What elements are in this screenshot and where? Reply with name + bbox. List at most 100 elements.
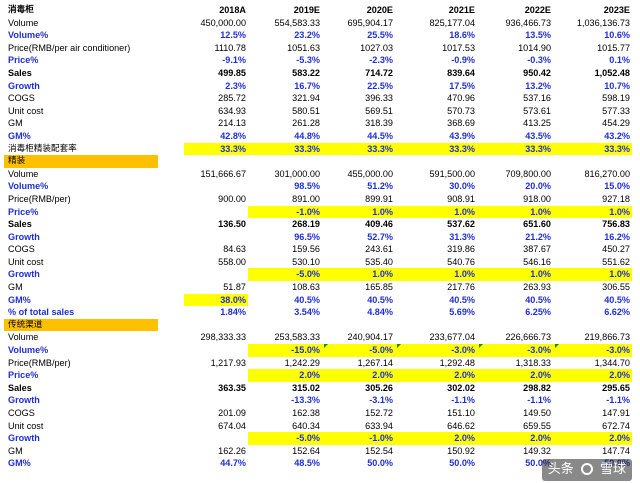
- row-label: Volume: [8, 332, 39, 343]
- table-row: Price(RMB/per) 1,217.93 1,242.29 1,267.14 1,…: [4, 357, 636, 370]
- cell-value: 295.65: [602, 382, 630, 393]
- cell-value: 554,583.33: [274, 17, 320, 28]
- row-label: 消毒柜精装配套率: [8, 143, 77, 154]
- cell-value: 44.5%: [367, 130, 393, 141]
- table-row: Price% -1.0% 1.0% 1.0% 1.0% 1.0%: [4, 205, 636, 219]
- cell-value: 147.74: [602, 445, 630, 456]
- table-row: Growth -13.3% -3.1% -1.1% -1.1% -1.1%: [4, 394, 636, 407]
- table-row: Growth 2.3% 16.7% 22.5% 17.5% 13.2% 10.7%: [4, 80, 636, 93]
- cell-value: 150.92: [447, 445, 475, 456]
- cell-value: 825,177.04: [429, 17, 475, 28]
- table-row: Price% 2.0% 2.0% 2.0% 2.0% 2.0%: [4, 369, 636, 382]
- cell-value: [477, 319, 553, 332]
- cell-value: 0.1%: [609, 55, 630, 66]
- row-label: Unit cost: [8, 105, 44, 116]
- cell-value: 152.72: [365, 408, 393, 418]
- cell-value: 2.0%: [477, 432, 553, 445]
- cell-value: 2.0%: [395, 432, 477, 445]
- cell-value: 147.91: [602, 408, 630, 418]
- cell-value: 577.33: [602, 105, 630, 116]
- cell-value: [553, 155, 632, 168]
- table-row: COGS 201.09 162.38 152.72 151.10 149.50 147.91: [4, 407, 636, 420]
- table-row: Volume 298,333.33 253,583.33 240,904.17 233,…: [4, 331, 636, 344]
- section-label: 精装: [4, 155, 158, 168]
- cell-value: 253,583.33: [274, 332, 320, 343]
- table-row: Volume% -15.0% -5.0% -3.0% -3.0% -3.0%: [4, 344, 636, 357]
- cell-value: 305.26: [365, 382, 393, 393]
- cell-value: 40.5%: [367, 294, 393, 305]
- table-row: GM 162.26 152.64 152.54 150.92 149.32 147.74: [4, 445, 636, 458]
- table-row: % of total sales 1.84% 3.54% 4.84% 5.69% 6.25…: [4, 306, 636, 319]
- row-label: GM: [8, 282, 23, 293]
- cell-value: -3.1%: [369, 395, 393, 406]
- table-row: Unit cost 674.04 640.34 633.94 646.62 659.55 6…: [4, 420, 636, 433]
- cell-value: -9.1%: [222, 55, 246, 66]
- cell-value: 48.5%: [294, 458, 320, 469]
- row-label: Volume%: [8, 345, 49, 356]
- cell-value: 1.0%: [322, 205, 395, 219]
- table-row: Growth -5.0% 1.0% 1.0% 1.0% 1.0%: [4, 268, 636, 282]
- cell-value: 450.27: [602, 244, 630, 255]
- cell-value: -15.0%: [248, 344, 322, 357]
- cell-value: [184, 180, 248, 193]
- cell-value: -3.0%: [553, 344, 632, 357]
- cell-value: [184, 319, 248, 332]
- cell-value: [477, 155, 553, 168]
- cell-value: 4.84%: [367, 307, 393, 318]
- spreadsheet: 消毒柜 2018A 2019E 2020E 2021E 2022E 2023E …: [4, 4, 636, 470]
- cell-value: 1,318.33: [515, 357, 551, 368]
- year-header: 2023E: [603, 5, 630, 15]
- cell-value: 1027.03: [360, 42, 393, 53]
- cell-value: [322, 155, 395, 168]
- cell-value: 43.5%: [525, 130, 551, 141]
- row-label: Sales: [8, 67, 32, 78]
- cell-value: 573.61: [523, 105, 551, 116]
- cell-value: 1,036,136.73: [576, 17, 630, 28]
- row-label: Growth: [8, 80, 40, 91]
- cell-value: 301,000.00: [274, 168, 320, 179]
- table-row: Unit cost 558.00 530.10 535.40 540.76 546.16 5…: [4, 256, 636, 269]
- cell-value: 537.62: [447, 219, 475, 230]
- cell-value: -1.0%: [322, 432, 395, 445]
- cell-value: 570.73: [447, 105, 475, 116]
- cell-value: -1.1%: [606, 395, 630, 406]
- cell-value: 583.22: [292, 67, 320, 78]
- cell-value: 298.82: [523, 382, 551, 393]
- cell-value: 318.39: [365, 118, 393, 129]
- cell-value: 591,500.00: [429, 168, 475, 179]
- cell-value: 899.91: [365, 193, 393, 204]
- cell-value: 1.0%: [395, 205, 477, 219]
- table-row: Sales 363.35 315.02 305.26 302.02 298.82 295.6…: [4, 382, 636, 395]
- cell-value: 1,267.14: [357, 357, 393, 368]
- cell-value: 558.00: [218, 256, 246, 267]
- cell-value: [322, 319, 395, 332]
- cell-value: 13.2%: [525, 80, 551, 91]
- row-label: Price(RMB/per air conditioner): [8, 42, 131, 53]
- cell-value: 659.55: [523, 420, 551, 431]
- year-header: 2018A: [219, 5, 246, 15]
- cell-value: 306.55: [602, 282, 630, 293]
- cell-value: 302.02: [447, 382, 475, 393]
- cell-value: 165.85: [365, 282, 393, 293]
- cell-value: 546.16: [523, 256, 551, 267]
- cell-value: 243.61: [365, 244, 393, 255]
- row-label: COGS: [8, 93, 35, 104]
- cell-value: 16.7%: [294, 80, 320, 91]
- cell-value: -1.0%: [248, 205, 322, 219]
- row-label: COGS: [8, 408, 35, 418]
- table-row: Volume 151,666.67 301,000.00 455,000.00 591,…: [4, 168, 636, 181]
- cell-value: [184, 394, 248, 407]
- row-label: Growth: [8, 231, 40, 242]
- cell-value: 5.69%: [449, 307, 475, 318]
- cell-value: 43.9%: [449, 130, 475, 141]
- cell-value: 569.51: [365, 105, 393, 116]
- section-header-row: 传统渠道: [4, 318, 636, 332]
- cell-value: 1,217.93: [210, 357, 246, 368]
- cell-value: 44.8%: [294, 130, 320, 141]
- cell-value: 40.5%: [449, 294, 475, 305]
- section-header-row: 精装: [4, 155, 636, 168]
- cell-value: 152.64: [292, 445, 320, 456]
- cell-value: 714.72: [365, 67, 393, 78]
- cell-value: 530.10: [292, 256, 320, 267]
- cell-value: 151,666.67: [200, 168, 246, 179]
